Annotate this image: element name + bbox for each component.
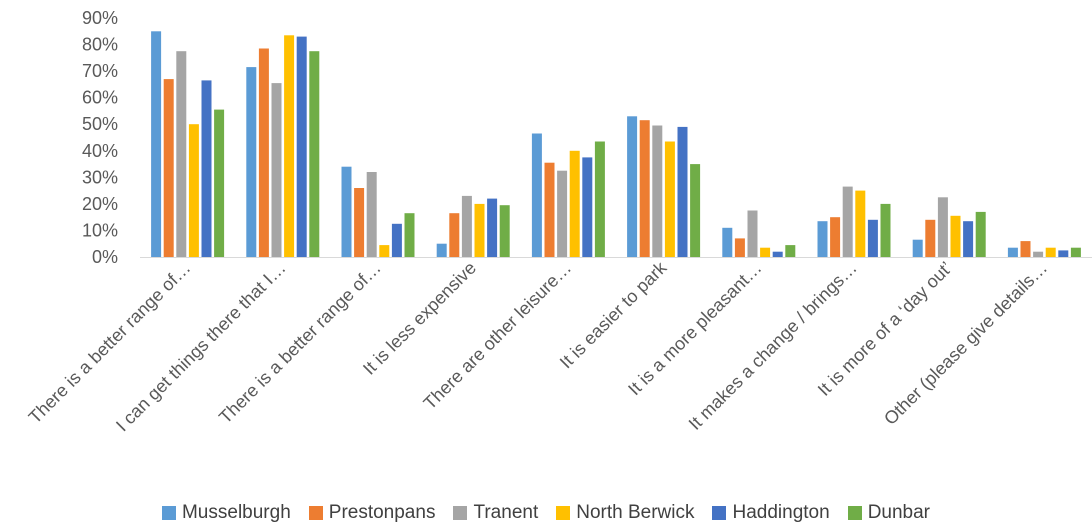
bar-haddington: [963, 221, 974, 257]
bars: [151, 31, 1081, 258]
legend-item: Haddington: [712, 502, 830, 524]
legend-item: Prestonpans: [308, 502, 436, 524]
x-tick-label: It makes a change / brings…: [685, 258, 861, 434]
x-tick-label: I can get things there that I…: [112, 258, 290, 436]
legend-label: Dunbar: [867, 502, 931, 523]
bar-musselburgh: [1007, 247, 1018, 257]
bar-dunbar: [785, 245, 796, 257]
bar-tranent: [271, 83, 282, 257]
bar-haddington: [201, 80, 212, 258]
legend-swatch: [712, 506, 727, 520]
y-tick-label: 10%: [82, 220, 118, 240]
bar-north-berwick: [188, 124, 199, 257]
bar-haddington: [296, 36, 307, 257]
legend-swatch: [847, 506, 862, 520]
bar-dunbar: [1070, 247, 1081, 257]
legend-label: North Berwick: [576, 502, 695, 523]
legend-label: Prestonpans: [328, 502, 436, 523]
bar-prestonpans: [354, 188, 365, 257]
bar-prestonpans: [163, 79, 174, 257]
bar-north-berwick: [950, 215, 961, 257]
bar-chart: 0% 10% 20% 30% 40% 50% 60% 70% 80% 90% There is a…: [25, 8, 1092, 435]
bar-north-berwick: [284, 35, 295, 257]
bar-dunbar: [309, 51, 320, 258]
legend-swatch: [556, 506, 571, 520]
bar-haddington: [772, 251, 783, 257]
bar-north-berwick: [664, 141, 675, 257]
bar-tranent: [176, 51, 187, 258]
bar-tranent: [652, 125, 663, 257]
bar-haddington: [487, 198, 498, 257]
bar-dunbar: [594, 141, 605, 257]
bar-dunbar: [975, 211, 986, 257]
bar-tranent: [557, 170, 568, 257]
legend-label: Tranent: [473, 502, 539, 523]
legend-item: Musselburgh: [161, 502, 291, 524]
bar-prestonpans: [1020, 241, 1031, 257]
bar-prestonpans: [258, 48, 269, 257]
bar-tranent: [1033, 251, 1044, 257]
bar-tranent: [747, 210, 758, 257]
bar-haddington: [1058, 250, 1069, 257]
legend-swatch: [453, 506, 468, 520]
bar-dunbar: [690, 164, 701, 257]
bar-prestonpans: [639, 120, 650, 257]
y-tick-label: 90%: [82, 8, 118, 28]
bar-musselburgh: [817, 221, 828, 257]
bar-musselburgh: [627, 116, 638, 257]
bar-prestonpans: [925, 219, 936, 257]
bar-north-berwick: [855, 190, 866, 257]
bar-north-berwick: [569, 150, 580, 257]
bar-north-berwick: [760, 247, 771, 257]
legend-label: Haddington: [732, 502, 830, 523]
bar-haddington: [391, 223, 402, 257]
legend-item: Dunbar: [847, 502, 931, 524]
y-tick-label: 20%: [82, 194, 118, 214]
bar-musselburgh: [246, 67, 257, 257]
bar-prestonpans: [734, 238, 745, 257]
legend-item: North Berwick: [556, 502, 694, 524]
x-tick-label: Other (please give details…: [880, 258, 1051, 429]
bar-dunbar: [880, 203, 891, 257]
bar-dunbar: [499, 205, 510, 257]
y-tick-label: 70%: [82, 61, 118, 81]
bar-prestonpans: [544, 162, 555, 257]
bar-prestonpans: [449, 213, 460, 257]
bar-tranent: [461, 195, 472, 257]
bar-musselburgh: [436, 243, 447, 257]
bar-dunbar: [214, 109, 225, 257]
bar-musselburgh: [151, 31, 162, 257]
legend: Musselburgh Prestonpans Tranent North Berwi…: [0, 502, 1092, 524]
bar-musselburgh: [341, 166, 352, 257]
bar-haddington: [677, 126, 688, 258]
bar-haddington: [582, 157, 593, 257]
x-tick-label: There is a better range of…: [215, 258, 385, 428]
bar-north-berwick: [379, 245, 390, 257]
bar-tranent: [842, 186, 853, 257]
bar-tranent: [366, 172, 377, 257]
legend-swatch: [161, 506, 176, 520]
bar-musselburgh: [912, 239, 923, 257]
legend-item: Tranent: [453, 502, 538, 524]
legend-swatch: [308, 506, 323, 520]
bar-north-berwick: [474, 203, 485, 257]
y-tick-label: 40%: [82, 141, 118, 161]
y-axis-tick-labels: 0% 10% 20% 30% 40% 50% 60% 70% 80% 90%: [82, 8, 118, 267]
bar-dunbar: [404, 213, 415, 257]
y-tick-label: 80%: [82, 35, 118, 55]
legend-label: Musselburgh: [181, 502, 291, 523]
y-tick-label: 30%: [82, 167, 118, 187]
x-tick-label: There is a better range of…: [25, 258, 195, 428]
bar-musselburgh: [722, 227, 733, 257]
x-axis-tick-labels: There is a better range of…I can get thi…: [25, 257, 1052, 435]
y-tick-label: 0%: [92, 247, 118, 267]
bar-prestonpans: [830, 217, 841, 257]
bar-tranent: [937, 197, 948, 258]
y-tick-label: 50%: [82, 114, 118, 134]
bar-north-berwick: [1045, 247, 1056, 257]
y-tick-label: 60%: [82, 88, 118, 108]
bar-musselburgh: [531, 133, 542, 257]
bar-haddington: [867, 219, 878, 257]
